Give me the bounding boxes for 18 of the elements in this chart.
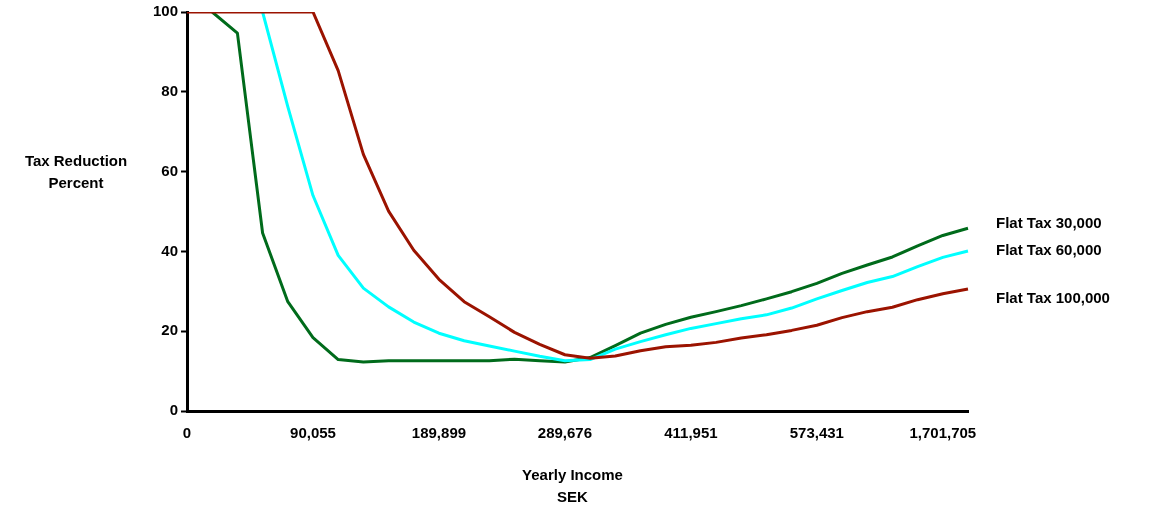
x-tick-label: 189,899 xyxy=(411,424,467,442)
y-tick-label: 60 xyxy=(161,161,179,179)
x-tick-label: 289,676 xyxy=(537,424,593,442)
x-tick-label: 573,431 xyxy=(789,424,844,442)
x-axis-title: Yearly Income SEK xyxy=(522,466,623,506)
y-tick-label: 0 xyxy=(169,401,179,419)
y-tick-label: 80 xyxy=(161,81,179,99)
x-tick-label: 90,055 xyxy=(290,424,336,442)
series-label: Flat Tax 30,000 xyxy=(996,214,1102,232)
series-label: Flat Tax 100,000 xyxy=(996,289,1110,307)
x-tick-label: 1,701,705 xyxy=(909,424,977,442)
y-tick-label: 20 xyxy=(161,321,179,339)
y-tick-label: 100 xyxy=(153,2,179,20)
x-tick-label: 0 xyxy=(182,424,192,442)
y-tick-label: 40 xyxy=(161,241,179,259)
x-tick-label: 411,951 xyxy=(664,424,718,442)
y-axis-title: Tax Reduction Percent xyxy=(24,151,128,191)
series-label: Flat Tax 60,000 xyxy=(996,241,1102,259)
